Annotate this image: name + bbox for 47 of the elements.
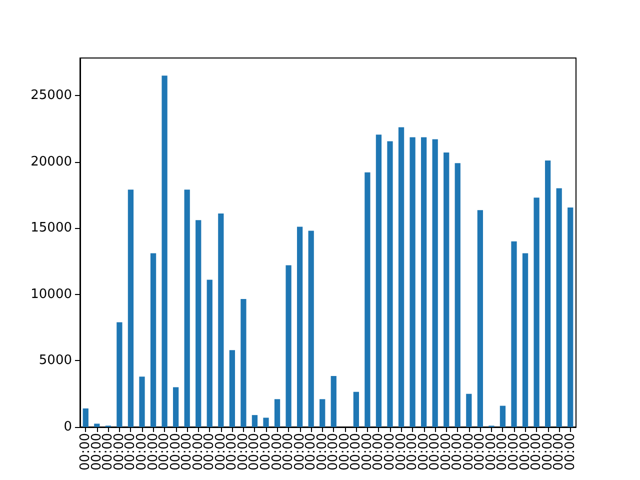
bar: [240, 299, 246, 427]
bar: [466, 394, 472, 427]
y-tick-label: 15000: [30, 220, 72, 236]
bar: [297, 226, 303, 427]
bar: [534, 198, 540, 427]
bar: [477, 210, 483, 427]
bar: [162, 76, 168, 427]
bar: [410, 137, 416, 427]
bar: [252, 415, 258, 427]
bar: [511, 241, 517, 427]
y-tick-label: 20000: [30, 154, 72, 170]
bar: [150, 253, 156, 427]
bar: [196, 220, 202, 427]
y-tick-label: 10000: [30, 286, 72, 302]
bar: [364, 172, 370, 427]
bar: [173, 387, 179, 427]
bar: [206, 280, 212, 427]
bar: [139, 376, 145, 427]
bar: [274, 399, 280, 427]
bar: [444, 152, 450, 427]
bar: [286, 265, 292, 427]
bar: [376, 134, 382, 427]
bar: [218, 213, 224, 427]
bar: [545, 160, 551, 427]
bar: [454, 163, 460, 427]
bar: [398, 127, 404, 427]
bar: [353, 392, 359, 427]
bar: [320, 399, 326, 427]
bar: [568, 208, 574, 427]
y-tick-label: 5000: [38, 353, 72, 368]
bar: [184, 190, 190, 427]
bar: [432, 139, 438, 427]
bar: [522, 253, 528, 427]
bar: [308, 230, 314, 427]
bar: [421, 137, 427, 427]
bar: [500, 406, 506, 427]
bar: [82, 408, 88, 427]
bar: [229, 350, 235, 427]
bar: [263, 418, 269, 427]
bar: [387, 141, 393, 427]
bar: [128, 190, 134, 427]
bar: [116, 322, 122, 427]
bar: [556, 188, 562, 427]
y-tick-label: 25000: [30, 88, 72, 103]
y-tick-label: 0: [64, 420, 72, 434]
bar: [330, 376, 336, 427]
bar: [94, 424, 100, 427]
